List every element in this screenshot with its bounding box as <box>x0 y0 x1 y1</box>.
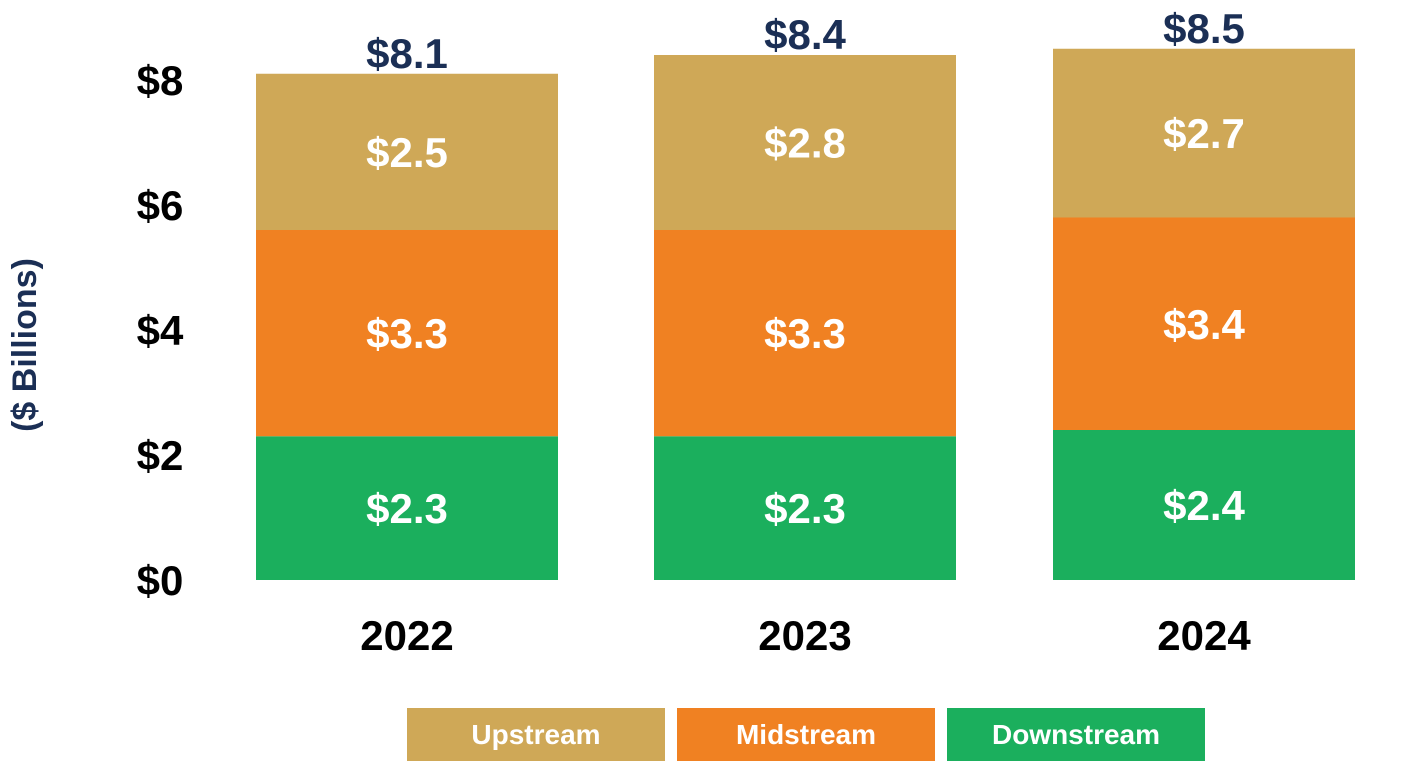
bar-segment-downstream <box>1053 430 1355 580</box>
segment-label: $3.3 <box>366 310 448 357</box>
y-tick-label: $8 <box>137 57 184 104</box>
bar-segment-upstream <box>1053 48 1355 218</box>
y-tick-label: $6 <box>137 182 184 229</box>
total-label: $8.5 <box>1163 5 1245 52</box>
segment-label: $2.8 <box>764 120 846 167</box>
bar-segment-midstream <box>1053 217 1355 430</box>
legend-label-midstream: Midstream <box>735 718 877 750</box>
segment-label: $2.3 <box>366 485 448 532</box>
x-tick-label: 2022 <box>360 612 453 659</box>
legend-label-downstream: Downstream <box>991 718 1161 750</box>
total-label: $8.4 <box>764 11 846 58</box>
legend-item-downstream: Downstream <box>947 708 1205 761</box>
stacked-bar-chart: ($ Billions) $0 $2 $4 $6 $8 $2.3 $3.3 $2.5 $8.1 20… <box>6 5 1355 659</box>
segment-label: $3.3 <box>764 310 846 357</box>
legend-item-midstream: Midstream <box>677 708 935 761</box>
bar-segment-upstream <box>256 73 558 230</box>
x-tick-label: 2024 <box>1157 612 1251 659</box>
y-axis-title: ($ Billions) <box>6 258 44 432</box>
x-tick-label: 2023 <box>758 612 851 659</box>
legend: Upstream Midstream Downstream <box>407 708 1205 761</box>
total-label: $8.1 <box>366 30 448 77</box>
legend-item-upstream: Upstream <box>407 708 665 761</box>
segment-label: $2.4 <box>1163 482 1245 529</box>
y-tick-label: $4 <box>137 307 184 354</box>
segment-label: $2.3 <box>764 485 846 532</box>
segment-label: $2.5 <box>366 129 448 176</box>
segment-label: $2.7 <box>1163 110 1245 157</box>
bar-segment-upstream <box>654 55 956 230</box>
bar-segment-midstream <box>256 230 558 437</box>
bar-segment-downstream <box>256 436 558 580</box>
bar-segment-downstream <box>654 436 956 580</box>
segment-label: $3.4 <box>1163 301 1245 348</box>
y-tick-label: $2 <box>137 432 184 479</box>
bar-segment-midstream <box>654 230 956 437</box>
y-tick-label: $0 <box>137 557 184 604</box>
legend-label-upstream: Upstream <box>471 718 601 750</box>
